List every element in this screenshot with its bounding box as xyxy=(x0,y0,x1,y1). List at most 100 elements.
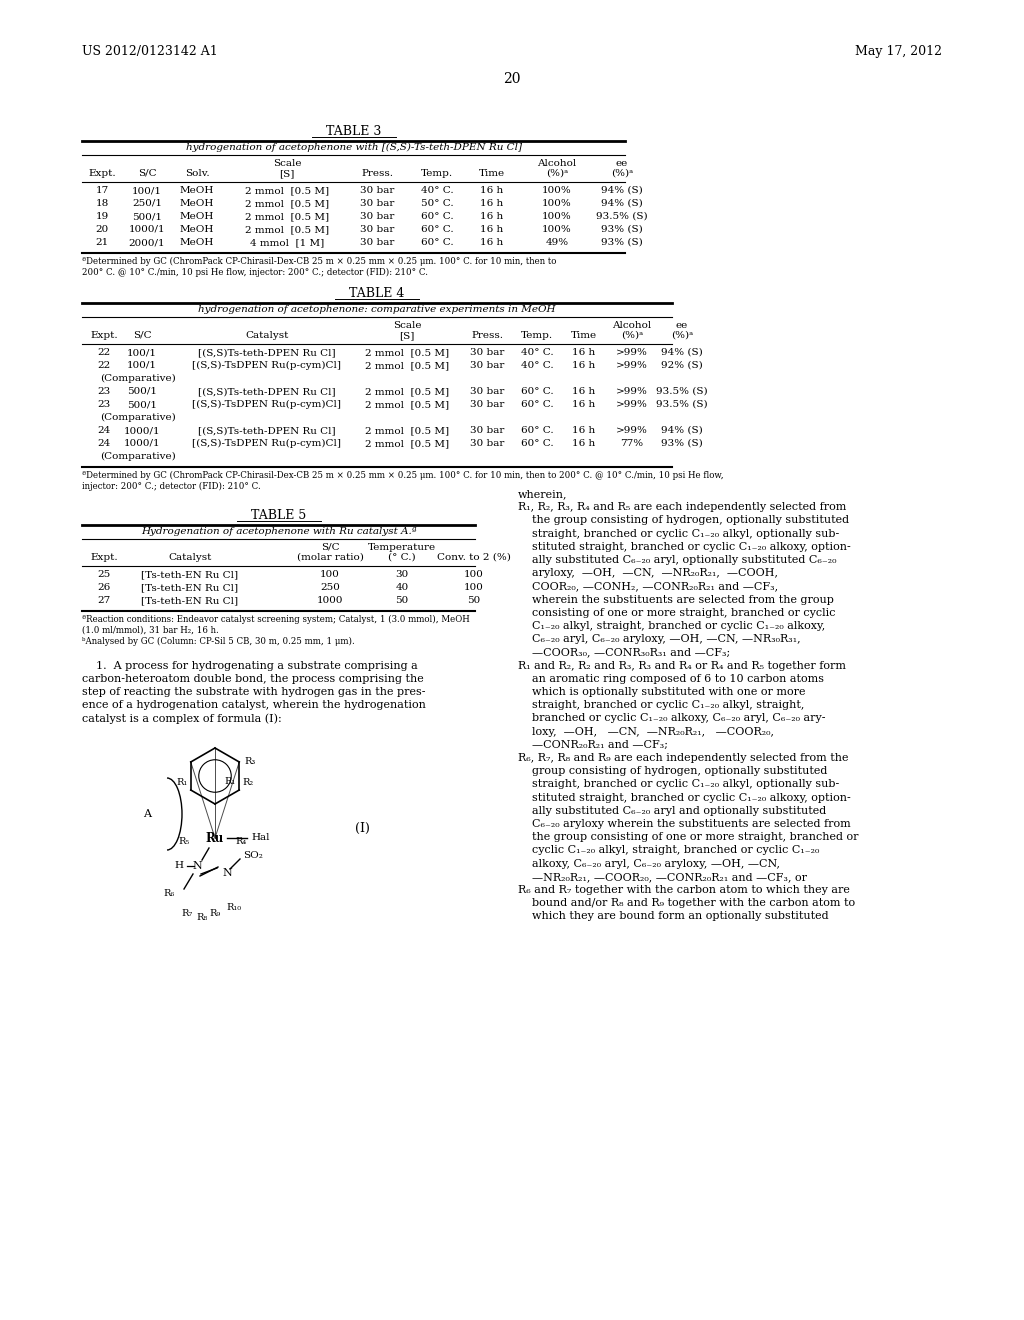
Text: H: H xyxy=(174,862,183,870)
Text: 2 mmol  [0.5 M]: 2 mmol [0.5 M] xyxy=(245,199,329,209)
Text: 30 bar: 30 bar xyxy=(359,199,394,209)
Text: R₅: R₅ xyxy=(179,837,190,846)
Text: >99%: >99% xyxy=(616,387,648,396)
Text: Solv.: Solv. xyxy=(184,169,209,178)
Text: 100: 100 xyxy=(321,570,340,579)
Text: Scale: Scale xyxy=(393,321,421,330)
Text: 27: 27 xyxy=(97,597,111,605)
Text: 24: 24 xyxy=(97,426,111,436)
Text: 1000/1: 1000/1 xyxy=(124,426,161,436)
Text: [Ts-teth-EN Ru Cl]: [Ts-teth-EN Ru Cl] xyxy=(141,597,239,605)
Text: which is optionally substituted with one or more: which is optionally substituted with one… xyxy=(518,686,806,697)
Text: 93.5% (S): 93.5% (S) xyxy=(596,213,648,220)
Text: 60° C.: 60° C. xyxy=(520,400,553,409)
Text: hydrogenation of acetophenone with [(S,S)-Ts-teth-DPEN Ru Cl]: hydrogenation of acetophenone with [(S,S… xyxy=(185,143,521,152)
Text: C₆₋₂₀ aryl, C₆₋₂₀ aryloxy, —OH, —CN, —NR₃₀R₃₁,: C₆₋₂₀ aryl, C₆₋₂₀ aryloxy, —OH, —CN, —NR… xyxy=(518,634,801,644)
Text: SO₂: SO₂ xyxy=(243,850,263,859)
Text: cyclic C₁₋₂₀ alkyl, straight, branched or cyclic C₁₋₂₀: cyclic C₁₋₂₀ alkyl, straight, branched o… xyxy=(518,845,819,855)
Text: 60° C.: 60° C. xyxy=(421,224,454,234)
Text: 2 mmol  [0.5 M]: 2 mmol [0.5 M] xyxy=(245,213,329,220)
Text: N: N xyxy=(193,861,202,871)
Text: 40° C.: 40° C. xyxy=(421,186,454,195)
Text: R₆, R₇, R₈ and R₉ are each independently selected from the: R₆, R₇, R₈ and R₉ are each independently… xyxy=(518,752,849,763)
Text: 500/1: 500/1 xyxy=(127,387,157,396)
Text: TABLE 4: TABLE 4 xyxy=(349,286,404,300)
Text: —NR₂₀R₂₁, —COOR₂₀, —CONR₂₀R₂₁ and —CF₃, or: —NR₂₀R₂₁, —COOR₂₀, —CONR₂₀R₂₁ and —CF₃, … xyxy=(518,871,807,882)
Text: bound and/or R₈ and R₉ together with the carbon atom to: bound and/or R₈ and R₉ together with the… xyxy=(518,898,855,908)
Text: 60° C.: 60° C. xyxy=(520,440,553,447)
Text: Alcohol: Alcohol xyxy=(538,158,577,168)
Text: [Ts-teth-EN Ru Cl]: [Ts-teth-EN Ru Cl] xyxy=(141,583,239,591)
Text: S/C: S/C xyxy=(321,543,339,552)
Text: 30 bar: 30 bar xyxy=(470,387,504,396)
Text: 2 mmol  [0.5 M]: 2 mmol [0.5 M] xyxy=(365,348,450,356)
Text: 500/1: 500/1 xyxy=(132,213,162,220)
Text: 60° C.: 60° C. xyxy=(421,213,454,220)
Text: R₁: R₁ xyxy=(176,777,187,787)
Text: 16 h: 16 h xyxy=(480,199,504,209)
Text: TABLE 3: TABLE 3 xyxy=(326,125,381,139)
Text: an aromatic ring composed of 6 to 10 carbon atoms: an aromatic ring composed of 6 to 10 car… xyxy=(518,673,824,684)
Text: 30 bar: 30 bar xyxy=(470,360,504,370)
Text: consisting of one or more straight, branched or cyclic: consisting of one or more straight, bran… xyxy=(518,607,836,618)
Text: [(S,S)Ts-teth-DPEN Ru Cl]: [(S,S)Ts-teth-DPEN Ru Cl] xyxy=(199,348,336,356)
Text: R₉: R₉ xyxy=(209,909,220,919)
Text: the group consisting of hydrogen, optionally substituted: the group consisting of hydrogen, option… xyxy=(518,515,849,525)
Text: C₁₋₂₀ alkyl, straight, branched or cyclic C₁₋₂₀ alkoxy,: C₁₋₂₀ alkyl, straight, branched or cycli… xyxy=(518,620,825,631)
Text: [S]: [S] xyxy=(399,331,415,341)
Text: R₁, R₂, R₃, R₄ and R₅ are each independently selected from: R₁, R₂, R₃, R₄ and R₅ are each independe… xyxy=(518,502,847,512)
Text: 1000: 1000 xyxy=(316,597,343,605)
Text: 30 bar: 30 bar xyxy=(470,348,504,356)
Text: [(S,S)-TsDPEN Ru(p-cym)Cl]: [(S,S)-TsDPEN Ru(p-cym)Cl] xyxy=(193,400,341,409)
Text: ᵇAnalysed by GC (Column: CP-Sil 5 CB, 30 m, 0.25 mm, 1 μm).: ᵇAnalysed by GC (Column: CP-Sil 5 CB, 30… xyxy=(82,638,354,645)
Text: MeOH: MeOH xyxy=(180,238,214,247)
Text: 30 bar: 30 bar xyxy=(470,426,504,436)
Text: step of reacting the substrate with hydrogen gas in the pres-: step of reacting the substrate with hydr… xyxy=(82,686,426,697)
Text: 16 h: 16 h xyxy=(480,186,504,195)
Text: R₇: R₇ xyxy=(181,909,193,919)
Text: 30 bar: 30 bar xyxy=(470,400,504,409)
Text: 93% (S): 93% (S) xyxy=(601,238,643,247)
Text: R₁₀: R₁₀ xyxy=(226,903,242,912)
Text: 24: 24 xyxy=(97,440,111,447)
Text: which they are bound form an optionally substituted: which they are bound form an optionally … xyxy=(518,911,828,921)
Text: 93.5% (S): 93.5% (S) xyxy=(656,387,708,396)
Text: Temp.: Temp. xyxy=(421,169,453,178)
Text: 50: 50 xyxy=(467,597,480,605)
Text: 23: 23 xyxy=(97,387,111,396)
Text: ally substituted C₆₋₂₀ aryl, optionally substituted C₆₋₂₀: ally substituted C₆₋₂₀ aryl, optionally … xyxy=(518,554,837,565)
Text: 100/1: 100/1 xyxy=(127,348,157,356)
Text: 16 h: 16 h xyxy=(572,387,596,396)
Text: R₈: R₈ xyxy=(197,913,208,923)
Text: 49%: 49% xyxy=(546,238,568,247)
Text: (%)ᵃ: (%)ᵃ xyxy=(546,169,568,178)
Text: COOR₂₀, —CONH₂, —CONR₂₀R₂₁ and —CF₃,: COOR₂₀, —CONH₂, —CONR₂₀R₂₁ and —CF₃, xyxy=(518,581,778,591)
Text: A: A xyxy=(143,809,151,818)
Text: wherein,: wherein, xyxy=(518,488,567,499)
Text: (molar ratio): (molar ratio) xyxy=(297,553,364,562)
Text: the group consisting of one or more straight, branched or: the group consisting of one or more stra… xyxy=(518,832,858,842)
Text: 23: 23 xyxy=(97,400,111,409)
Text: (Comparative): (Comparative) xyxy=(100,451,176,461)
Text: Ru: Ru xyxy=(206,832,224,845)
Text: branched or cyclic C₁₋₂₀ alkoxy, C₆₋₂₀ aryl, C₆₋₂₀ ary-: branched or cyclic C₁₋₂₀ alkoxy, C₆₋₂₀ a… xyxy=(518,713,825,723)
Text: ªDetermined by GC (ChromPack CP-Chirasil-Dex-CB 25 m × 0.25 mm × 0.25 μm. 100° C: ªDetermined by GC (ChromPack CP-Chirasil… xyxy=(82,257,556,277)
Text: catalyst is a complex of formula (I):: catalyst is a complex of formula (I): xyxy=(82,713,282,723)
Text: carbon-heteroatom double bond, the process comprising the: carbon-heteroatom double bond, the proce… xyxy=(82,675,424,684)
Text: (° C.): (° C.) xyxy=(388,553,416,562)
Text: 100: 100 xyxy=(464,570,484,579)
Text: 30 bar: 30 bar xyxy=(470,440,504,447)
Text: Conv. to 2 (%): Conv. to 2 (%) xyxy=(437,553,511,562)
Text: [S]: [S] xyxy=(280,169,295,178)
Text: 2 mmol  [0.5 M]: 2 mmol [0.5 M] xyxy=(365,426,450,436)
Text: 77%: 77% xyxy=(621,440,643,447)
Text: ee: ee xyxy=(676,321,688,330)
Text: 40° C.: 40° C. xyxy=(520,360,553,370)
Text: R₆: R₆ xyxy=(164,890,175,899)
Text: R₄: R₄ xyxy=(234,837,246,846)
Text: ee: ee xyxy=(615,158,628,168)
Text: [(S,S)Ts-teth-DPEN Ru Cl]: [(S,S)Ts-teth-DPEN Ru Cl] xyxy=(199,426,336,436)
Text: R₃: R₃ xyxy=(245,758,256,767)
Text: 16 h: 16 h xyxy=(572,348,596,356)
Text: straight, branched or cyclic C₁₋₂₀ alkyl, straight,: straight, branched or cyclic C₁₋₂₀ alkyl… xyxy=(518,700,805,710)
